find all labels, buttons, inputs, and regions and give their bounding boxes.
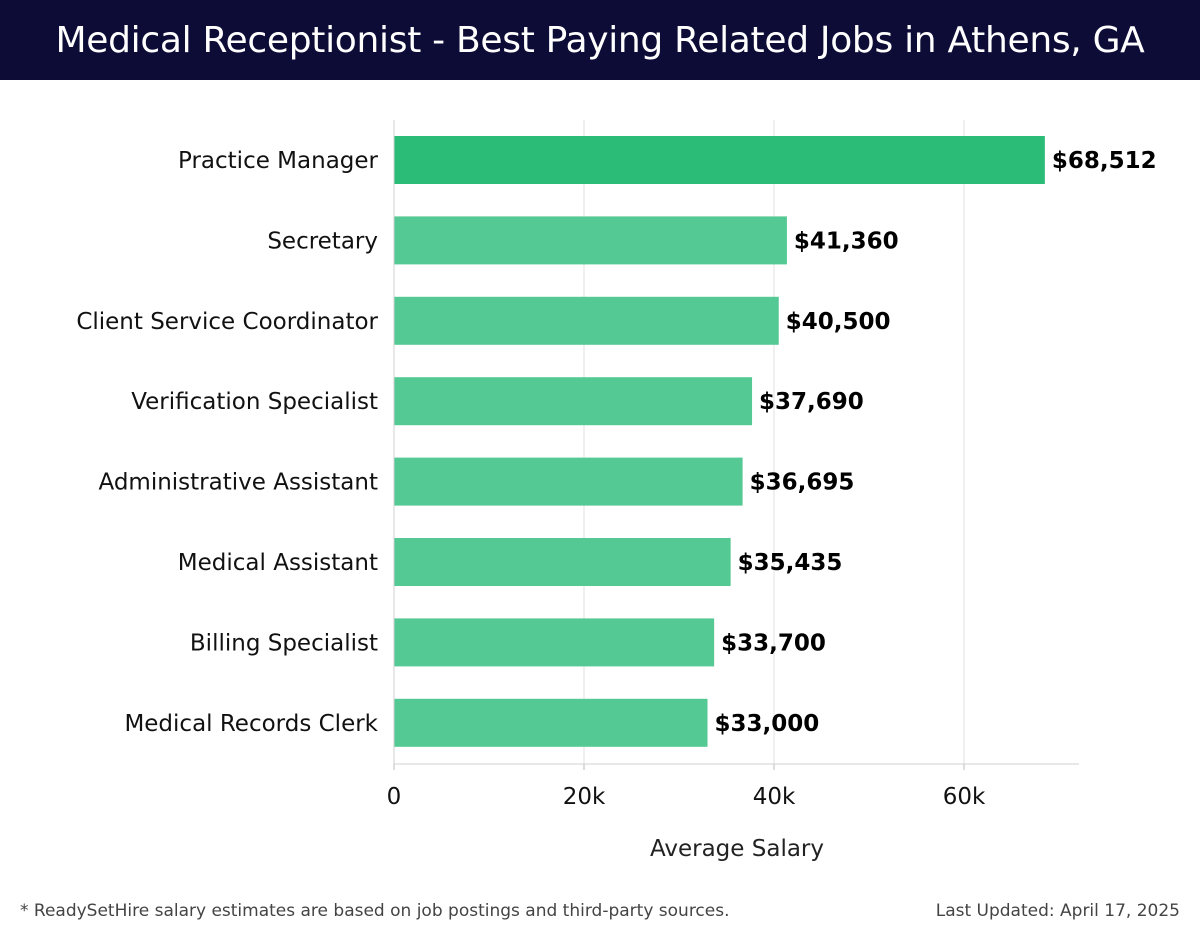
x-axis-title: Average Salary bbox=[650, 836, 824, 862]
x-tick-label: 0 bbox=[387, 784, 402, 810]
bar bbox=[394, 698, 708, 747]
category-label: Verification Specialist bbox=[131, 389, 378, 415]
bar bbox=[394, 296, 779, 345]
last-updated: Last Updated: April 17, 2025 bbox=[935, 901, 1180, 921]
value-label: $33,700 bbox=[721, 630, 826, 656]
x-tick-label: 40k bbox=[753, 784, 796, 810]
bar bbox=[394, 136, 1045, 184]
value-label: $68,512 bbox=[1052, 148, 1157, 174]
category-label: Medical Records Clerk bbox=[124, 711, 378, 737]
bar bbox=[394, 457, 743, 506]
bar bbox=[394, 216, 787, 265]
category-label: Billing Specialist bbox=[190, 630, 378, 656]
category-label: Administrative Assistant bbox=[98, 470, 378, 496]
category-label: Secretary bbox=[267, 228, 378, 254]
bar bbox=[394, 618, 715, 667]
value-label: $36,695 bbox=[750, 470, 855, 496]
x-axis: 0 20k 40k 60k bbox=[387, 120, 1079, 810]
bar bbox=[394, 538, 731, 586]
value-label: $41,360 bbox=[794, 228, 899, 254]
bar bbox=[394, 377, 753, 426]
footnote: * ReadySetHire salary estimates are base… bbox=[20, 901, 730, 921]
category-label: Client Service Coordinator bbox=[76, 309, 378, 335]
value-label: $33,000 bbox=[715, 711, 820, 737]
x-tick-label: 60k bbox=[943, 784, 986, 810]
chart-title: Medical Receptionist - Best Paying Relat… bbox=[55, 19, 1145, 61]
category-label: Medical Assistant bbox=[178, 550, 378, 576]
value-labels: $68,512 $41,360 $40,500 $37,690 $36,695 $35,4… bbox=[715, 148, 1157, 737]
x-tick-label: 20k bbox=[563, 784, 606, 810]
value-label: $40,500 bbox=[786, 309, 891, 335]
bars bbox=[394, 136, 1045, 747]
value-label: $35,435 bbox=[738, 550, 843, 576]
category-labels: Practice Manager Secretary Client Service … bbox=[76, 148, 378, 737]
value-label: $37,690 bbox=[759, 389, 864, 415]
chart-header: Medical Receptionist - Best Paying Relat… bbox=[0, 0, 1200, 80]
category-label: Practice Manager bbox=[178, 148, 379, 174]
